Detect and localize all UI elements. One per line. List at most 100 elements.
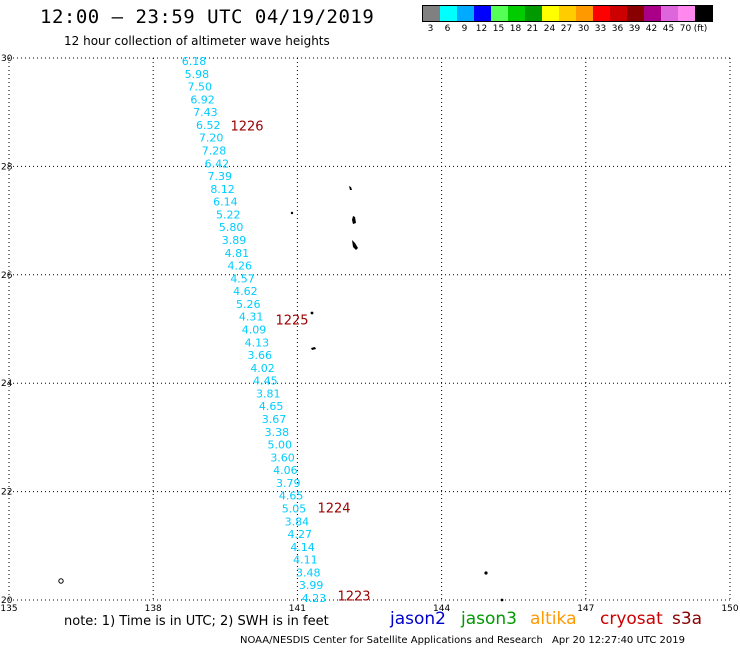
swh-value: 5.00 [267,439,292,452]
legend-label: 24 [543,24,556,34]
footer-note: note: 1) Time is in UTC; 2) SWH is in fe… [64,614,329,629]
legend-label: 39 [628,24,641,34]
swh-value: 6.52 [196,119,221,132]
lat-tick-label: 24 [1,379,13,389]
legend-swatch [627,6,644,21]
lon-tick-label: 150 [721,604,738,614]
island [352,240,358,250]
swh-value: 7.43 [193,106,218,119]
legend-label: 3 [427,24,434,34]
legend-swatch [457,6,474,21]
legend-swatch [440,6,457,21]
legend-swatch [576,6,593,21]
swh-value: 6.92 [190,93,215,106]
legend-label: 18 [509,24,522,34]
legend-label: 33 [594,24,607,34]
time-labels: 1226 1225 1224 1223 [230,120,370,605]
legend-label: 6 [444,24,451,34]
altimeter-track: 6.185.987.506.927.436.527.207.286.427.39… [182,55,327,605]
pass-time-label: 1223 [337,590,370,605]
island [310,311,314,315]
swh-value: 4.06 [273,464,298,477]
swh-value: 3.60 [270,451,295,464]
swh-value: 8.12 [210,183,235,196]
land-islands [58,186,504,602]
swh-value: 7.20 [199,132,224,145]
swh-value: 3.84 [285,515,310,528]
swh-value: 4.45 [253,375,278,388]
legend-label: 21 [526,24,539,34]
swh-value: 4.31 [239,311,264,324]
island [352,216,356,224]
swh-value: 4.62 [233,285,258,298]
legend-swatch [542,6,559,21]
swh-value: 3.66 [247,349,272,362]
swh-value: 5.98 [185,68,210,81]
swh-value: 3.67 [262,413,287,426]
swh-value: 5.22 [216,208,241,221]
pass-time-label: 1226 [230,120,263,135]
legend-swatch [593,6,610,21]
pass-time-label: 1225 [275,314,308,329]
lat-tick-label: 22 [1,488,12,498]
swh-value: 5.26 [236,298,261,311]
swh-value: 4.13 [245,336,270,349]
island [311,347,316,350]
swh-value: 4.26 [227,260,252,273]
swh-value: 4.81 [225,247,250,260]
legend-labels: 3 6 9 12 15 18 21 24 27 30 33 36 39 42 45 70 (ft) [422,24,713,34]
lat-tick-label: 26 [1,271,13,281]
legend-swatch [610,6,627,21]
island [349,186,352,190]
legend-label: 36 [611,24,624,34]
swh-value: 4.14 [290,541,315,554]
legend-label: 70 [679,24,692,34]
lon-tick-label: 135 [0,604,17,614]
map-title: 12:00 — 23:59 UTC 04/19/2019 [40,6,375,28]
swh-value: 4.09 [242,324,267,337]
legend-swatch [525,6,542,21]
swh-value: 4.57 [230,272,255,285]
mission-name-jason3: jason3 [461,609,517,629]
swh-value: 3.48 [296,566,321,579]
swh-value: 4.27 [287,528,312,541]
swh-value: 6.42 [205,157,230,170]
swh-value: 7.50 [187,81,212,94]
swh-value: 3.99 [299,579,324,592]
legend-swatch [474,6,491,21]
credit-text: NOAA/NESDIS Center for Satellite Applica… [240,635,543,646]
swh-value: 6.18 [182,55,207,68]
legend-label: 15 [492,24,505,34]
swh-value: 4.02 [250,362,275,375]
timestamp-text: Apr 20 12:27:40 UTC 2019 [552,635,685,646]
legend-swatch [644,6,661,21]
legend-swatch [491,6,508,21]
pass-time-label: 1224 [317,502,350,517]
island [58,578,64,584]
map-subtitle: 12 hour collection of altimeter wave hei… [64,34,330,48]
lon-tick-label: 144 [433,604,450,614]
swh-value: 6.14 [213,196,238,209]
swh-value: 5.80 [219,221,244,234]
lat-tick-label: 28 [1,162,13,172]
swh-value: 4.65 [279,490,304,503]
axis-ticks: 135 138 141 144 147 150 30 28 26 24 22 20 [0,54,738,614]
legend-swatch [695,6,712,21]
mission-name-altika: altika [530,609,577,629]
lon-tick-label: 138 [145,604,162,614]
legend-swatch [661,6,678,21]
lat-tick-label: 30 [1,54,13,64]
swh-value: 4.11 [293,554,318,567]
mission-name-jason2: jason2 [390,609,446,629]
legend-swatch [559,6,576,21]
swh-value: 3.79 [276,477,301,490]
swh-value: 3.38 [265,426,290,439]
legend-swatches [422,5,713,22]
legend-label: 42 [645,24,658,34]
island [290,211,294,215]
swh-value: 4.23 [302,592,327,605]
legend-swatch [423,6,440,21]
legend-swatch [508,6,525,21]
legend-label: 27 [560,24,573,34]
